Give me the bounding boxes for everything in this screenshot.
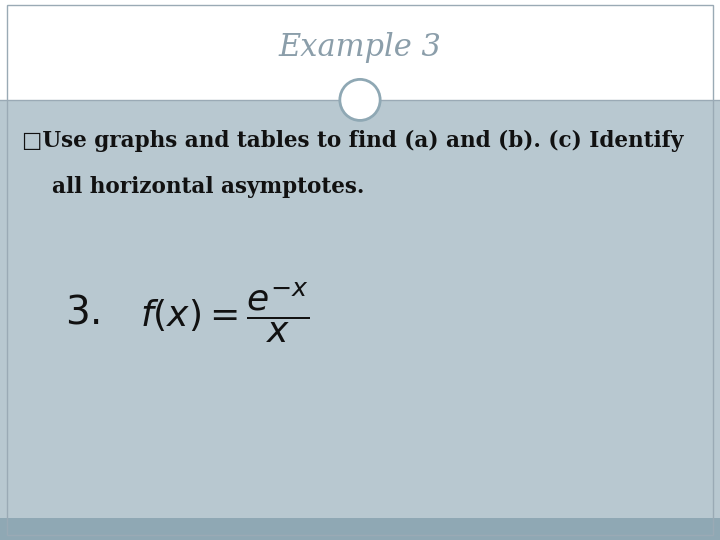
FancyBboxPatch shape (0, 0, 720, 100)
Text: □Use graphs and tables to find (a) and (b). (c) Identify: □Use graphs and tables to find (a) and (… (22, 130, 683, 152)
FancyBboxPatch shape (0, 518, 720, 540)
Ellipse shape (340, 79, 380, 120)
Text: Example 3: Example 3 (279, 32, 441, 63)
Text: $3.$: $3.$ (65, 295, 99, 332)
Text: all horizontal asymptotes.: all horizontal asymptotes. (22, 176, 364, 198)
FancyBboxPatch shape (0, 100, 720, 518)
Text: $f(x)=\dfrac{e^{-x}}{x}$: $f(x)=\dfrac{e^{-x}}{x}$ (140, 281, 310, 346)
